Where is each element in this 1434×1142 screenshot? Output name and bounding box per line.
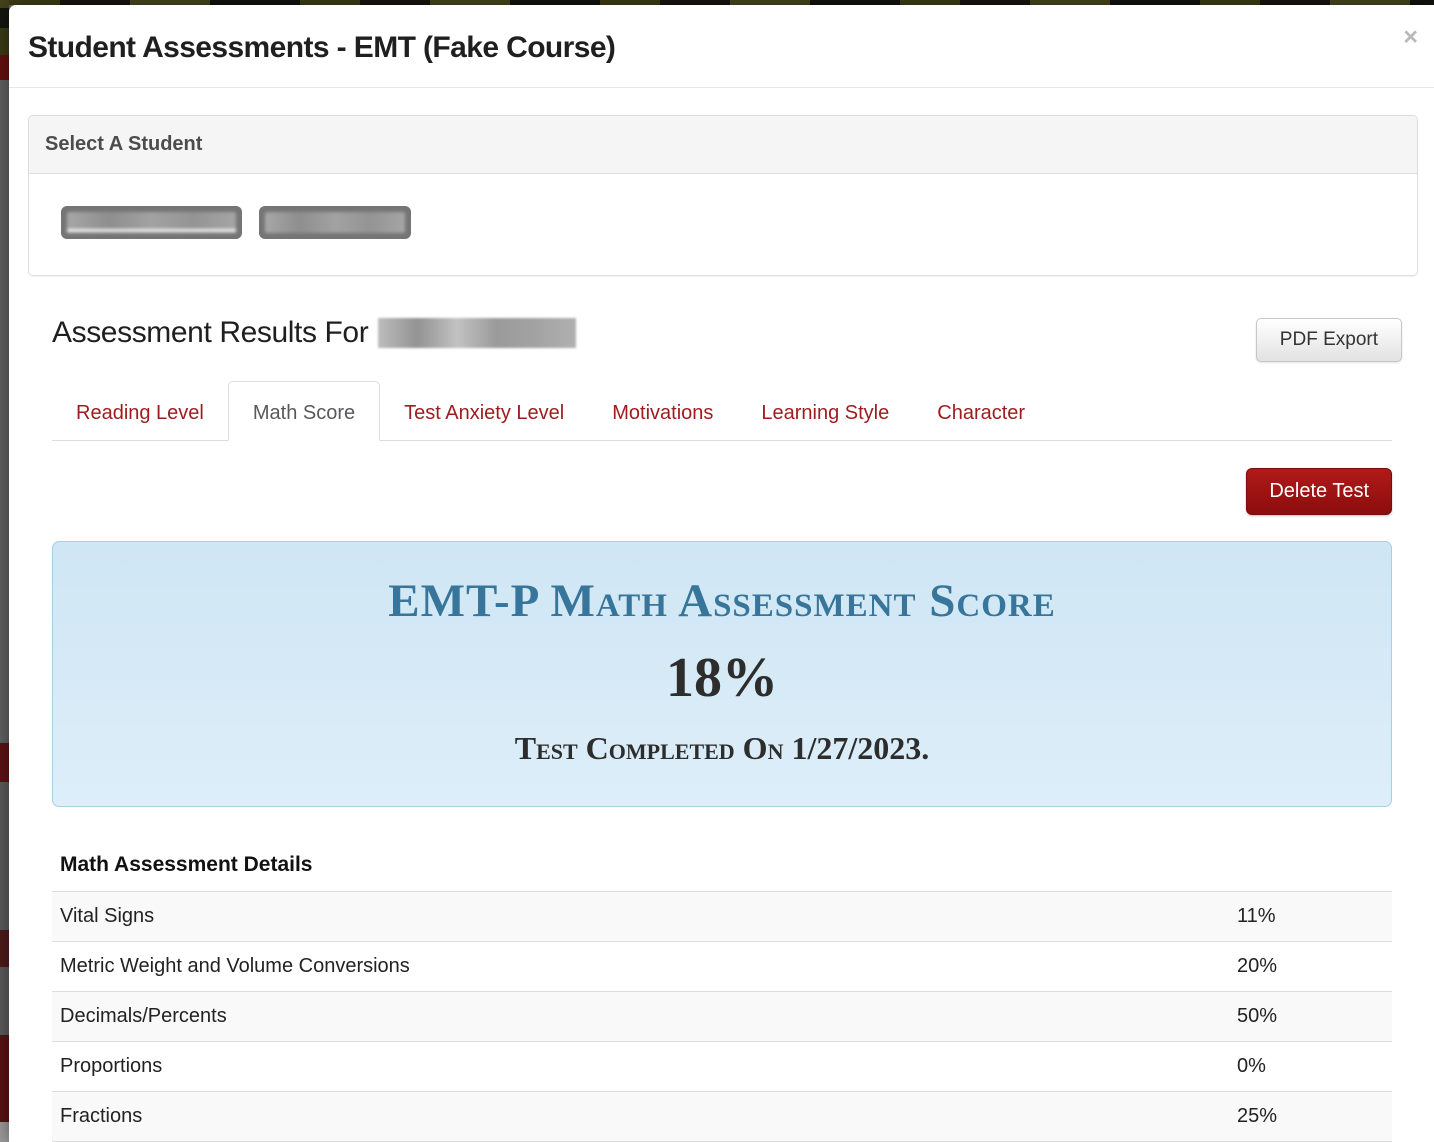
detail-label: Fractions (52, 1090, 1229, 1142)
detail-value: 25% (1229, 1090, 1392, 1142)
table-row: Fractions 25% (52, 1090, 1392, 1142)
redacted-student-name-1 (67, 212, 236, 233)
detail-value: 0% (1229, 1040, 1392, 1092)
math-details-table: Vital Signs 11% Metric Weight and Volume… (52, 890, 1392, 1142)
tab-test-anxiety-level[interactable]: Test Anxiety Level (404, 402, 565, 424)
delete-test-row: Delete Test (52, 468, 1392, 515)
math-score-tab-content: Delete Test EMT-P Math Assessment Score … (52, 468, 1392, 1142)
tab-motivations[interactable]: Motivations (612, 402, 714, 424)
student-button-1[interactable] (61, 206, 242, 239)
delete-test-button[interactable]: Delete Test (1246, 468, 1392, 515)
tab-learning-style[interactable]: Learning Style (761, 402, 890, 424)
select-student-body (29, 174, 1417, 275)
detail-label: Proportions (52, 1040, 1229, 1092)
table-row: Proportions 0% (52, 1040, 1392, 1092)
detail-label: Vital Signs (52, 890, 1229, 942)
table-row: Vital Signs 11% (52, 890, 1392, 942)
tab-reading-level[interactable]: Reading Level (76, 402, 204, 424)
score-panel-title: EMT-P Math Assessment Score (388, 575, 1056, 627)
detail-value: 11% (1229, 890, 1392, 942)
details-heading: Math Assessment Details (60, 852, 313, 876)
redacted-result-student-name (378, 318, 577, 348)
modal-header: Student Assessments - EMT (Fake Course) … (9, 5, 1434, 88)
math-score-panel: EMT-P Math Assessment Score 18% Test Com… (52, 541, 1392, 807)
score-completed-date: Test Completed On 1/27/2023. (514, 729, 930, 766)
tab-math-score[interactable]: Math Score (227, 381, 381, 441)
detail-label: Decimals/Percents (52, 990, 1229, 1042)
results-heading-text: Assessment Results For (52, 316, 369, 349)
student-button-2[interactable] (259, 206, 412, 239)
background-page-left-strip (0, 0, 9, 1142)
modal-title: Student Assessments - EMT (Fake Course) (28, 31, 616, 64)
assessment-tabs: Reading Level Math Score Test Anxiety Le… (52, 381, 1392, 441)
close-icon[interactable]: × (1403, 23, 1418, 51)
detail-value: 20% (1229, 940, 1392, 992)
redacted-student-name-2 (265, 212, 406, 233)
pdf-export-button[interactable]: PDF Export (1255, 318, 1402, 362)
results-heading: Assessment Results For (52, 316, 577, 350)
score-value: 18% (666, 646, 778, 709)
table-row: Metric Weight and Volume Conversions 20% (52, 940, 1392, 992)
results-header-row: Assessment Results For PDF Export (52, 316, 1402, 362)
student-assessments-modal: Student Assessments - EMT (Fake Course) … (9, 5, 1434, 1142)
select-student-heading: Select A Student (29, 116, 1417, 174)
detail-label: Metric Weight and Volume Conversions (52, 940, 1229, 992)
detail-value: 50% (1229, 990, 1392, 1042)
background-page-top-strip (0, 0, 1434, 5)
table-row: Decimals/Percents 50% (52, 990, 1392, 1042)
select-student-panel: Select A Student (28, 115, 1418, 276)
tab-character[interactable]: Character (937, 402, 1026, 424)
